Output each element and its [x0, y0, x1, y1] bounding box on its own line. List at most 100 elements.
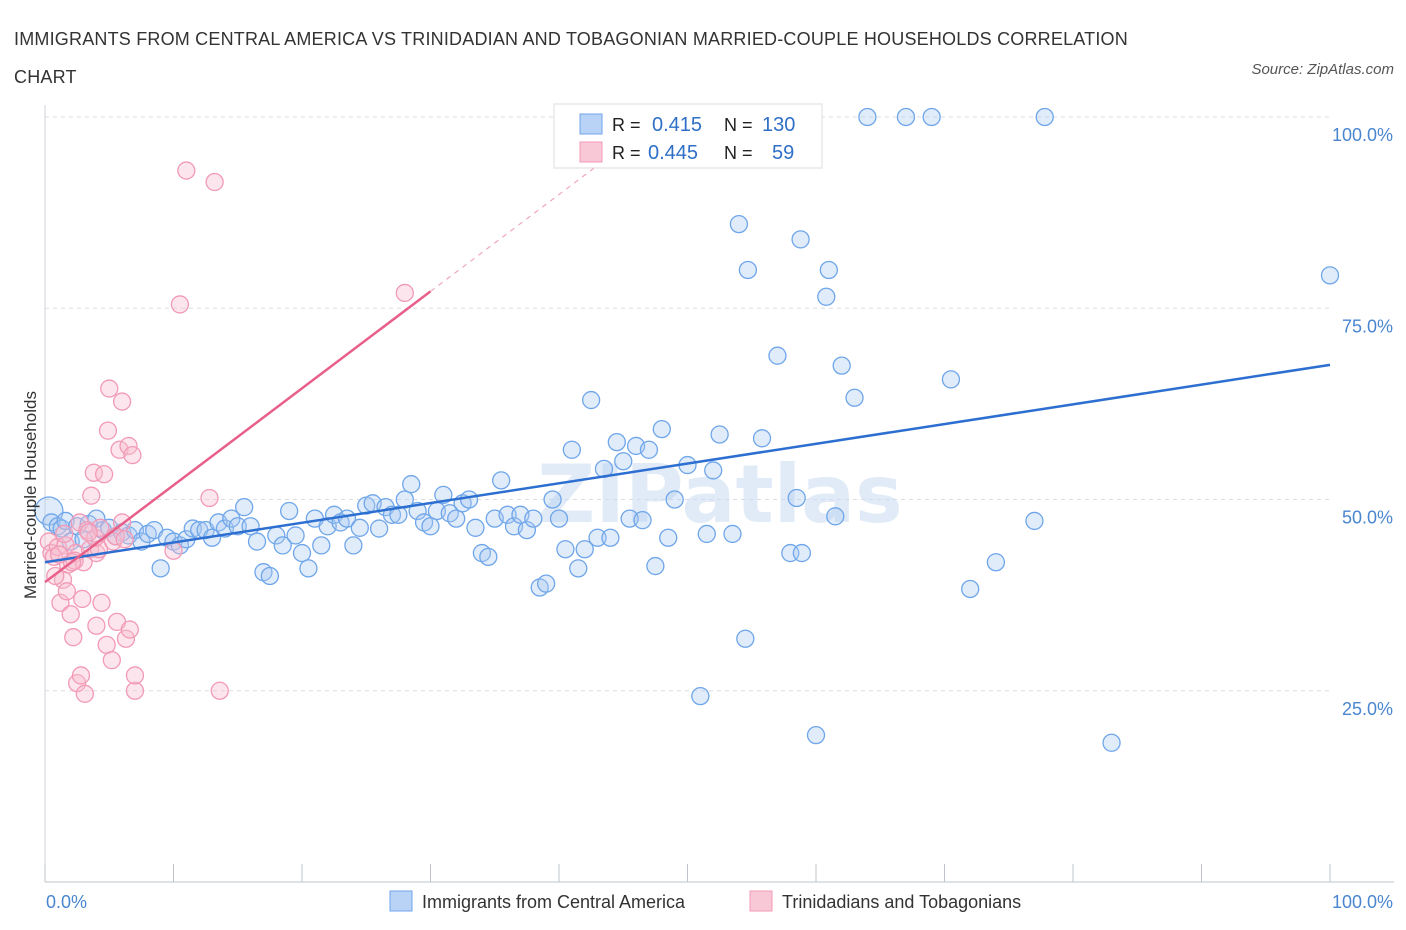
scatter-point [279, 501, 299, 521]
scatter-point [112, 392, 132, 411]
scatter-point [64, 628, 83, 647]
scatter-point [100, 379, 119, 398]
scatter-point [665, 490, 684, 509]
trend-line-central-america [44, 363, 1331, 564]
scatter-point [421, 517, 440, 536]
scatter-point [82, 486, 101, 505]
scatter-point [896, 107, 916, 127]
scatter-point [941, 370, 961, 389]
scatter-point [260, 566, 280, 586]
scatter-point [738, 260, 758, 280]
stats-pink-n-value: 59 [772, 142, 794, 164]
y-tick-label: 50.0% [1342, 508, 1393, 528]
scatter-point [498, 505, 517, 524]
scatter-point [75, 684, 94, 703]
scatter-point [292, 543, 312, 563]
legend-pink-label: Trinidadians and Tobagonians [782, 892, 1021, 912]
scatter-point [247, 532, 267, 551]
legend-blue-swatch [389, 890, 413, 912]
scatter-point [350, 518, 369, 537]
scatter-point [543, 490, 562, 509]
scatter-point [922, 107, 941, 127]
stats-blue-n-label: N = [724, 115, 753, 135]
scatter-point [639, 440, 659, 459]
scatter-point [556, 540, 575, 559]
scatter-point [601, 528, 620, 547]
scatter-point [697, 524, 716, 544]
scatter-point [614, 452, 633, 471]
stats-blue-r-label: R = [612, 115, 641, 135]
scatter-point [115, 530, 134, 549]
scatter-point [235, 497, 254, 517]
scatter-point [344, 536, 363, 555]
y-tick-label: 100.0% [1332, 125, 1393, 145]
scatter-point [402, 475, 421, 494]
scatter-point [588, 528, 607, 547]
legend-blue-label: Immigrants from Central America [422, 892, 686, 912]
scatter-point [97, 635, 116, 654]
watermark: ZIPatlas [537, 448, 903, 541]
scatter-point [736, 629, 755, 648]
scatter-point [633, 511, 652, 530]
scatter-point [652, 419, 671, 439]
scatter-point [79, 523, 98, 542]
scatter-point [581, 390, 601, 410]
scatter-point [459, 490, 479, 509]
scatter-point [1035, 107, 1054, 127]
scatter-point [569, 559, 588, 578]
scatter-point [56, 511, 75, 531]
scatter-point [517, 520, 537, 540]
y-tick-label: 25.0% [1342, 699, 1393, 719]
x-tick-label: 0.0% [46, 892, 87, 912]
scatter-point [123, 445, 142, 465]
scatter-point [659, 528, 678, 547]
trend-line-trinidadian-extrapolation [430, 164, 598, 292]
scatter-point [466, 518, 485, 537]
scatter-point [98, 421, 118, 440]
scatter-point [116, 629, 136, 648]
scatter-point [549, 509, 569, 528]
scatter-point [607, 432, 626, 452]
scatter-point [537, 574, 556, 593]
stats-pink-swatch [579, 141, 603, 163]
scatter-point [55, 524, 74, 544]
scatter-point [710, 425, 729, 444]
scatter-point [787, 488, 806, 508]
scatter-point [395, 283, 414, 303]
trend-lines [44, 164, 1331, 584]
y-axis-label: Married-couple Households [21, 391, 40, 599]
legend: Immigrants from Central America Trinidad… [389, 890, 1021, 912]
scatter-point [286, 526, 305, 545]
scatter-point [752, 429, 772, 448]
legend-pink-swatch [749, 890, 773, 912]
scatter-point [524, 509, 543, 528]
gridlines [45, 116, 1330, 692]
scatter-point [170, 295, 190, 314]
stats-pink-n-label: N = [724, 143, 753, 163]
scatter-point [57, 582, 76, 601]
y-tick-label: 75.0% [1342, 316, 1393, 336]
scatter-point [858, 107, 877, 127]
scatter-point [369, 519, 389, 538]
scatter-point [91, 518, 110, 537]
scatter-point [228, 517, 247, 536]
scatter-point [389, 505, 408, 524]
scatter-point [51, 593, 70, 612]
scatter-point [120, 620, 139, 639]
scatter-point [704, 461, 723, 480]
scatter-point [768, 346, 787, 365]
scatter-point [71, 666, 91, 685]
scatter-point [210, 681, 229, 700]
scatter-point [273, 536, 292, 555]
chart-title: IMMIGRANTS FROM CENTRAL AMERICA VS TRINI… [14, 29, 1128, 87]
scatter-point [87, 616, 106, 635]
scatter-point [299, 559, 318, 578]
stats-blue-r-value: 0.415 [652, 114, 702, 136]
source-label: Source: ZipAtlas.com [1251, 61, 1394, 78]
scatter-point [832, 356, 851, 375]
axes [44, 105, 1394, 883]
scatter-point [102, 651, 121, 670]
scatter-point [986, 553, 1006, 572]
scatter-point [125, 681, 145, 700]
